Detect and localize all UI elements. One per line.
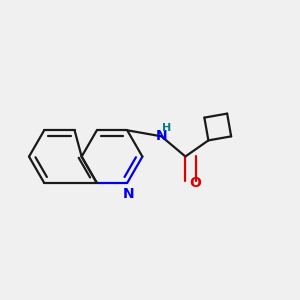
Text: N: N [123, 187, 135, 201]
Text: O: O [189, 176, 201, 190]
Text: H: H [162, 123, 171, 133]
Text: N: N [155, 129, 167, 143]
